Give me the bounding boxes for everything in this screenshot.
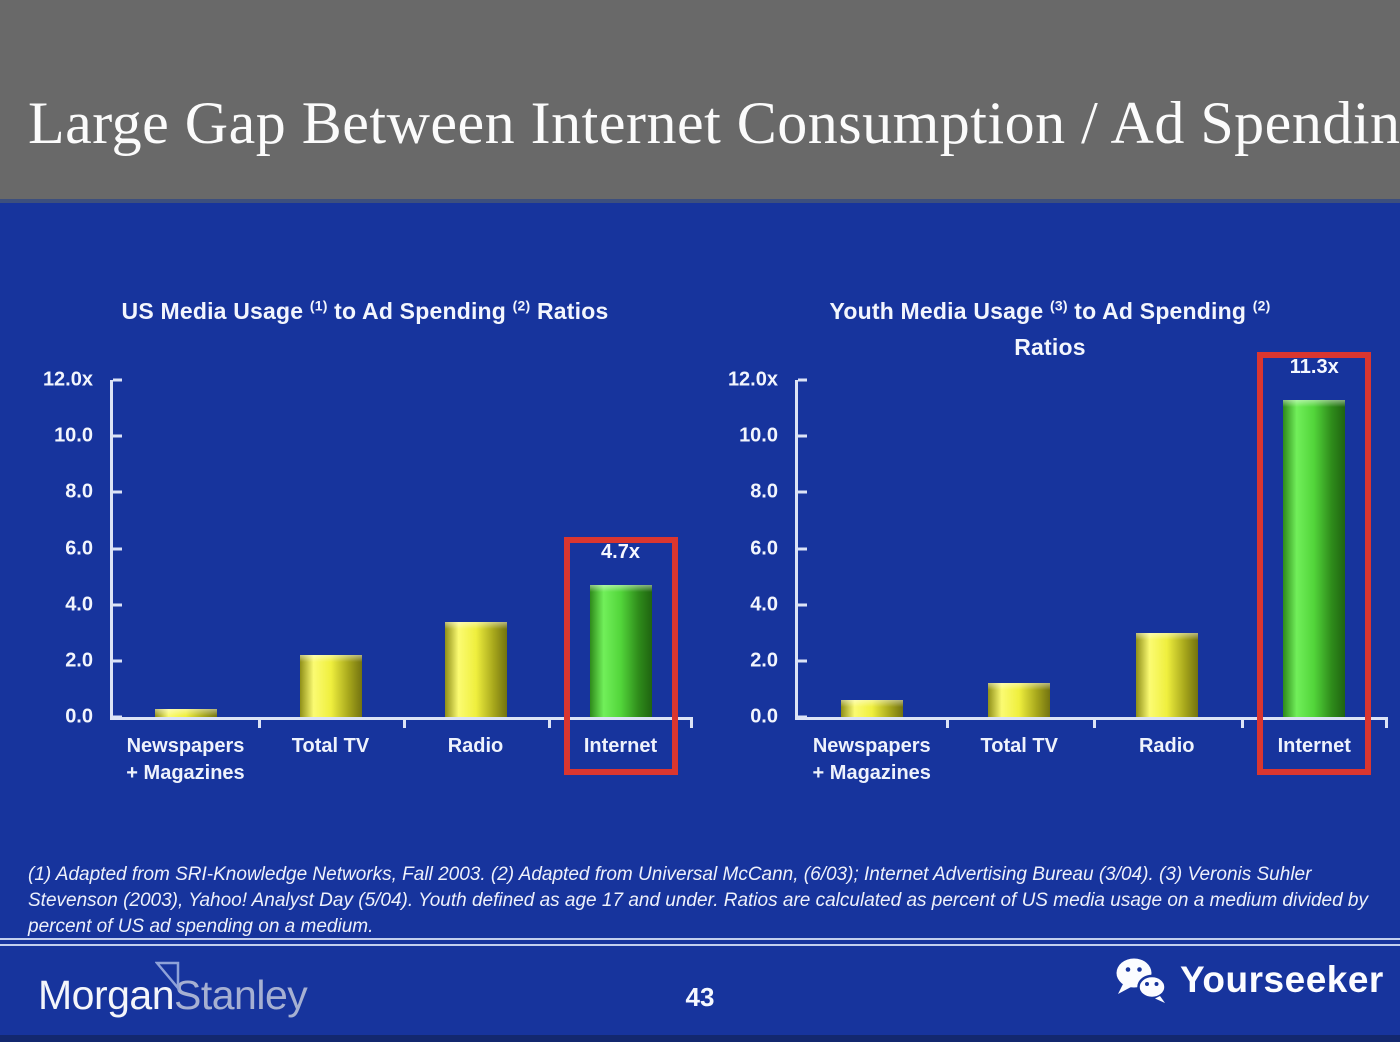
- category-label-line: Total TV: [980, 735, 1058, 757]
- bar-radio: [1135, 632, 1198, 717]
- chart-title-us-media: US Media Usage (1) to Ad Spending (2) Ra…: [40, 294, 690, 330]
- brand-word-stanley: Stanley: [174, 972, 308, 1018]
- page-number: 43: [685, 982, 715, 1012]
- value-label: 11.3x: [1289, 355, 1339, 378]
- title-text: to Ad Spending: [1067, 298, 1253, 324]
- chart-title-youth-media: Youth Media Usage (3) to Ad Spending (2)…: [750, 294, 1350, 365]
- category-label-line: Newspapers: [812, 735, 931, 757]
- y-tick-mark: [113, 547, 122, 550]
- page-title: Large Gap Between Internet Consumption /…: [28, 90, 1400, 156]
- category-label-line: Newspapers: [126, 735, 245, 757]
- title-superscript: (1): [309, 297, 328, 314]
- bar-total-tv: [988, 683, 1051, 717]
- y-tick-mark: [113, 434, 122, 438]
- chart-plot-us-media: 12.0x 10.0 8.0 6.0 4.0 2.0 0.0 Newspapers + Maga…: [43, 369, 693, 784]
- bottom-strip: [0, 1035, 1400, 1042]
- category-label-line: + Magazines: [812, 762, 931, 784]
- chart-title-line: Ratios: [750, 330, 1350, 366]
- y-tick-label: 8.0: [65, 480, 93, 503]
- category-label: Newspapers + Magazines: [101, 733, 271, 787]
- y-tick-mark: [113, 490, 122, 494]
- category-label: Total TV: [246, 733, 416, 760]
- brand-word-morgan: Morgan: [38, 972, 175, 1018]
- bar-internet: [1283, 399, 1346, 717]
- y-tick-label: 10.0: [739, 424, 778, 447]
- footnote: (1) Adapted from SRI-Knowledge Networks,…: [28, 864, 1368, 938]
- y-tick-label: 2.0: [65, 649, 93, 672]
- y-tick-label: 12.0x: [727, 368, 778, 391]
- watermark-label: Yourseeker: [1180, 959, 1384, 1000]
- morgan-stanley-flag-icon: [155, 961, 180, 991]
- bar-newspapers: [154, 708, 217, 717]
- y-tick-label: 0.0: [65, 705, 93, 728]
- title-text: Ratios: [1014, 333, 1086, 360]
- category-label-line: Internet: [1277, 735, 1351, 757]
- wechat-icon: [1116, 958, 1167, 1003]
- category-label-line: Total TV: [291, 735, 370, 757]
- x-tick-mark: [945, 720, 949, 728]
- y-tick-mark: [798, 659, 807, 663]
- chart-title-line: US Media Usage (1) to Ad Spending (2) Ra…: [40, 294, 690, 330]
- category-label: Radio: [1082, 733, 1252, 760]
- y-tick-mark: [113, 659, 122, 663]
- slide-header: Large Gap Between Internet Consumption /…: [0, 0, 1400, 203]
- chart-plot-youth-media: 12.0x 10.0 8.0 6.0 4.0 2.0 0.0 Newspapers + Maga…: [728, 351, 1388, 784]
- highlight-box: [563, 537, 678, 775]
- category-label-line: Radio: [1138, 735, 1195, 757]
- y-tick-label: 0.0: [750, 705, 778, 728]
- category-label: Radio: [391, 733, 561, 760]
- title-text: US Media Usage: [121, 298, 310, 324]
- y-tick-mark: [113, 603, 122, 607]
- morgan-stanley-logo: MorganStanley: [38, 972, 308, 1019]
- y-tick-label: 6.0: [750, 537, 778, 559]
- y-tick-mark: [798, 547, 807, 550]
- title-text: Youth Media Usage: [829, 298, 1050, 324]
- y-tick-mark: [798, 434, 807, 438]
- watermark: Yourseeker: [1112, 956, 1384, 1004]
- category-label: Internet: [1229, 733, 1399, 760]
- title-text: to Ad Spending: [327, 298, 513, 324]
- y-tick-label: 4.0: [65, 593, 93, 616]
- y-tick-mark: [113, 715, 122, 719]
- x-tick-mark: [258, 720, 261, 728]
- x-tick-mark: [403, 720, 406, 728]
- category-label: Total TV: [934, 733, 1104, 760]
- x-tick-mark: [1093, 720, 1096, 728]
- category-label-line: Internet: [583, 735, 658, 757]
- y-tick-label: 8.0: [750, 480, 778, 503]
- y-tick-mark: [798, 715, 807, 719]
- y-tick-mark: [798, 490, 807, 494]
- y-tick-label: 2.0: [750, 649, 778, 672]
- chart-title-line: Youth Media Usage (3) to Ad Spending (2): [750, 294, 1350, 330]
- category-label-line: + Magazines: [126, 762, 245, 784]
- category-label-line: Radio: [447, 735, 504, 757]
- category-label: Newspapers + Magazines: [787, 733, 957, 787]
- y-tick-mark: [798, 603, 807, 607]
- x-tick-mark: [1385, 720, 1388, 728]
- y-tick-label: 6.0: [65, 537, 93, 559]
- bar-total-tv: [299, 655, 362, 717]
- y-tick-mark: [798, 378, 807, 382]
- title-superscript: (2): [1252, 297, 1271, 314]
- x-tick-mark: [1240, 720, 1244, 728]
- bar-newspapers: [840, 700, 903, 717]
- category-label: Internet: [536, 733, 706, 760]
- bar-internet: [589, 585, 652, 717]
- title-superscript: (2): [512, 297, 531, 314]
- y-tick-label: 10.0: [54, 424, 93, 447]
- title-text: Ratios: [530, 298, 609, 324]
- y-tick-label: 4.0: [750, 593, 778, 616]
- value-label: 4.7x: [601, 541, 640, 563]
- highlight-box: [1257, 351, 1372, 775]
- y-tick-label: 12.0x: [42, 368, 93, 391]
- x-tick-mark: [690, 720, 693, 728]
- title-superscript: (3): [1049, 297, 1068, 314]
- footer-divider: [0, 938, 1400, 946]
- bar-radio: [444, 621, 507, 717]
- x-tick-mark: [548, 720, 551, 728]
- y-tick-mark: [113, 378, 122, 382]
